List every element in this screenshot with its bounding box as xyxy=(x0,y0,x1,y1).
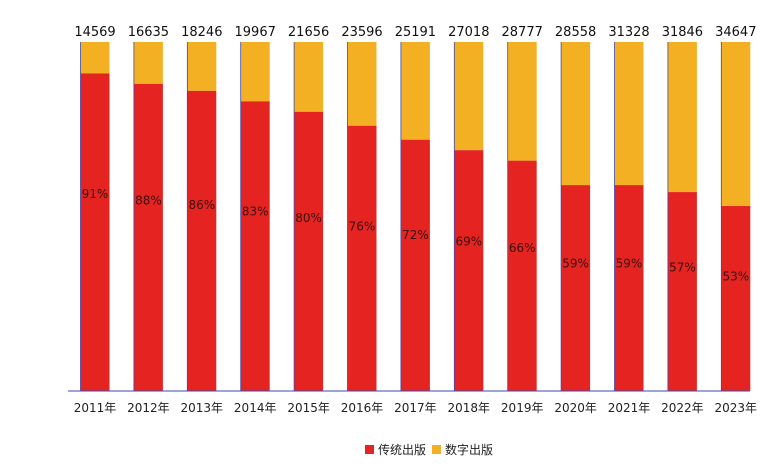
total-label: 28777 xyxy=(502,25,543,40)
bar-digital xyxy=(507,42,537,161)
bar-traditional xyxy=(614,185,644,391)
bar-traditional xyxy=(347,125,377,391)
percent-label: 88% xyxy=(135,194,162,208)
total-label: 23596 xyxy=(341,25,382,40)
bars-layer xyxy=(80,42,751,392)
legend-swatch-digital xyxy=(432,445,441,454)
bar-digital xyxy=(187,42,217,91)
x-tick-label: 2016年 xyxy=(341,401,384,415)
total-label: 28558 xyxy=(555,25,596,40)
bar-digital xyxy=(347,42,377,126)
bar-digital xyxy=(667,42,697,193)
bar-digital xyxy=(454,42,484,151)
percent-label: 72% xyxy=(402,228,429,242)
bar-digital xyxy=(133,42,163,84)
x-tick-label: 2015年 xyxy=(287,401,330,415)
total-label: 31328 xyxy=(608,25,649,40)
total-label: 34647 xyxy=(715,25,756,40)
x-tick-label: 2018年 xyxy=(448,401,491,415)
total-label: 14569 xyxy=(74,25,115,40)
percent-label: 91% xyxy=(82,187,109,201)
legend-label-digital: 数字出版 xyxy=(445,442,493,457)
legend-swatch-traditional xyxy=(365,445,374,454)
x-tick-label: 2021年 xyxy=(608,401,651,415)
percent-label: 83% xyxy=(242,204,269,218)
x-tick-label: 2022年 xyxy=(661,401,704,415)
percent-label: 57% xyxy=(669,261,696,275)
bar-traditional xyxy=(507,160,537,391)
labels-layer: 14569 91% 2011年 16635 88% 2012年 18246 86% 2013年 1… xyxy=(74,25,757,415)
bar-traditional xyxy=(561,185,591,391)
bar-traditional xyxy=(721,206,751,391)
bar-traditional xyxy=(240,101,270,391)
x-tick-label: 2020年 xyxy=(554,401,597,415)
bar-traditional xyxy=(294,111,324,392)
x-tick-label: 2012年 xyxy=(127,401,170,415)
total-label: 19967 xyxy=(235,25,276,40)
bar-traditional xyxy=(80,73,110,391)
bar-digital xyxy=(80,42,110,74)
percent-label: 53% xyxy=(722,269,749,283)
bar-digital xyxy=(561,42,591,186)
bar-digital xyxy=(614,42,644,186)
x-tick-label: 2014年 xyxy=(234,401,277,415)
legend-label-traditional: 传统出版 xyxy=(378,442,426,457)
percent-label: 59% xyxy=(616,256,643,270)
total-label: 18246 xyxy=(181,25,222,40)
x-tick-label: 2023年 xyxy=(715,401,758,415)
total-label: 27018 xyxy=(448,25,489,40)
percent-label: 86% xyxy=(188,198,215,212)
bar-traditional xyxy=(133,83,163,391)
bar-traditional xyxy=(667,192,697,391)
bar-digital xyxy=(240,42,270,102)
bar-traditional xyxy=(400,139,430,391)
bar-traditional xyxy=(187,90,217,392)
legend: 传统出版 数字出版 xyxy=(365,442,493,457)
bar-traditional xyxy=(454,150,484,391)
x-tick-label: 2011年 xyxy=(74,401,117,415)
percent-label: 80% xyxy=(295,211,322,225)
total-label: 21656 xyxy=(288,25,329,40)
percent-label: 59% xyxy=(562,256,589,270)
total-label: 31846 xyxy=(662,25,703,40)
x-tick-label: 2017年 xyxy=(394,401,437,415)
x-tick-label: 2019年 xyxy=(501,401,544,415)
x-tick-label: 2013年 xyxy=(181,401,224,415)
percent-label: 76% xyxy=(349,220,376,234)
bar-digital xyxy=(294,42,324,112)
bar-digital xyxy=(400,42,430,140)
total-label: 16635 xyxy=(128,25,169,40)
percent-label: 69% xyxy=(455,235,482,249)
percent-label: 66% xyxy=(509,241,536,255)
total-label: 25191 xyxy=(395,25,436,40)
bar-digital xyxy=(721,42,751,207)
